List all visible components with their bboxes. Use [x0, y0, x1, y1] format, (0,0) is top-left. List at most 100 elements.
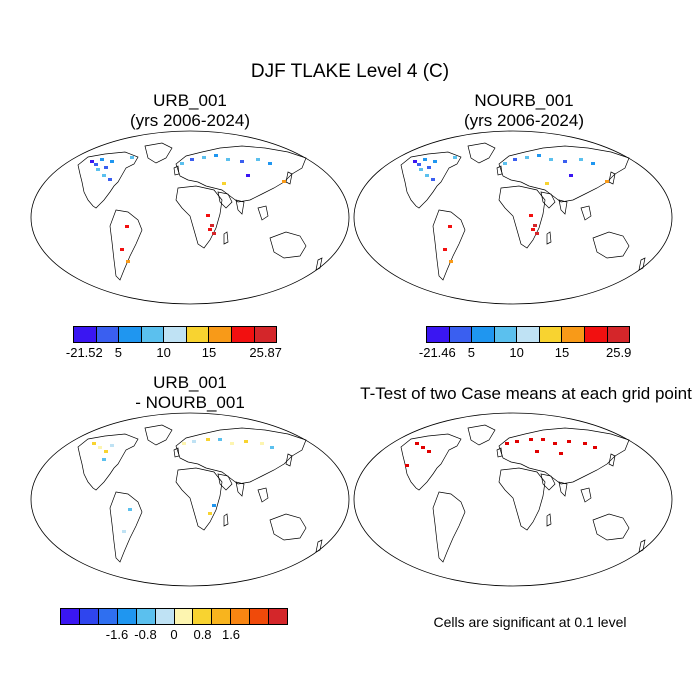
- lake-cell: [569, 174, 573, 177]
- coastline: [144, 424, 173, 446]
- lake-cell: [423, 158, 427, 161]
- main-title: DJF TLAKE Level 4 (C): [250, 61, 450, 82]
- map-ttest: [353, 412, 673, 587]
- lake-cell: [591, 162, 595, 165]
- coastline: [580, 487, 592, 503]
- lake-cell: [102, 458, 106, 461]
- coastline: [608, 171, 616, 185]
- panel-title-line2: (yrs 2006-2024): [129, 111, 250, 130]
- colorbar-tick-label: 10: [156, 345, 171, 360]
- lake-cell: [226, 158, 230, 161]
- panel-title-line1: URB_001: [153, 373, 227, 392]
- lake-cell: [206, 438, 210, 441]
- significant-cell: [541, 438, 545, 441]
- colorbar-cell: [584, 327, 608, 342]
- lake-cell: [208, 228, 212, 231]
- significance-note: Cells are significant at 0.1 level: [433, 614, 627, 630]
- colorbar-cell: [174, 609, 194, 624]
- panel-title-line2: (yrs 2006-2024): [463, 111, 584, 130]
- lake-cell: [125, 225, 129, 228]
- lake-cell: [108, 178, 112, 181]
- colorbar-tick-label: 5: [114, 345, 122, 360]
- colorbar-tick-label: 1.6: [221, 627, 241, 642]
- coastline: [558, 481, 568, 497]
- map-border: [30, 130, 350, 305]
- colorbar-tick-label: 5: [467, 345, 475, 360]
- lake-cell: [453, 156, 457, 159]
- coastline: [467, 142, 496, 164]
- coastline: [498, 185, 546, 249]
- panel-title-urb: URB_001 (yrs 2006-2024): [30, 91, 350, 131]
- colorbar-tick-label: -0.8: [134, 627, 157, 642]
- coastline: [175, 427, 307, 485]
- colorbar-cell: [212, 609, 232, 624]
- coastline: [77, 433, 139, 491]
- colorbar-cell: [61, 609, 80, 624]
- map-border: [30, 412, 350, 587]
- lake-cell: [503, 162, 507, 165]
- coastline: [109, 209, 143, 281]
- colorbar-tick-label: -21.52: [65, 345, 103, 360]
- colorbar-cell: [209, 327, 232, 342]
- lake-cell: [104, 166, 108, 169]
- colorbar-difference: [60, 608, 288, 625]
- coastline: [580, 205, 592, 221]
- coastline: [285, 453, 293, 467]
- lake-cell: [192, 440, 196, 443]
- lake-cell: [605, 180, 609, 183]
- coastline: [173, 165, 180, 176]
- coastline: [498, 145, 630, 203]
- coastline: [608, 453, 616, 467]
- coastline: [235, 199, 245, 215]
- lake-cell: [545, 182, 549, 185]
- significant-cell: [427, 450, 431, 453]
- coastline: [638, 257, 646, 271]
- coastline: [257, 205, 269, 221]
- lake-cell: [417, 163, 421, 166]
- lake-cell: [212, 504, 216, 507]
- lake-cell: [525, 156, 529, 159]
- lake-cell: [128, 508, 132, 511]
- significant-cell: [515, 440, 519, 443]
- map-border: [353, 412, 673, 587]
- colorbar-tick-label: -1.6: [105, 627, 129, 642]
- lake-cell: [535, 232, 539, 235]
- lake-cell: [443, 248, 447, 251]
- lake-cell: [449, 260, 453, 263]
- coastline: [540, 191, 556, 209]
- coastline: [558, 199, 568, 215]
- colorbar-cell: [155, 609, 175, 624]
- significant-cell: [535, 450, 539, 453]
- coastline: [144, 142, 173, 164]
- colorbar-tick-label: -21.46: [418, 345, 456, 360]
- lake-cell: [246, 174, 250, 177]
- coastline: [223, 231, 229, 245]
- lake-cell: [448, 225, 452, 228]
- significant-cell: [405, 464, 409, 467]
- colorbar-cell: [231, 609, 251, 624]
- lake-cell: [90, 160, 94, 163]
- map-urb: [30, 130, 350, 305]
- lake-cell: [244, 440, 248, 443]
- lake-cell: [96, 168, 100, 171]
- coastline: [546, 513, 552, 527]
- colorbar-cell: [254, 327, 277, 342]
- colorbar-tick-label: 15: [554, 345, 570, 360]
- colorbar-cell: [427, 327, 450, 342]
- lake-cell: [222, 182, 226, 185]
- colorbar-cell: [517, 327, 540, 342]
- lake-cell: [110, 444, 114, 447]
- lake-cell: [537, 154, 541, 157]
- map-nourb: [353, 130, 673, 305]
- coastline: [592, 513, 630, 541]
- lake-cell: [270, 446, 274, 449]
- coastline: [432, 491, 466, 563]
- lake-cell: [208, 512, 212, 515]
- map-border: [353, 130, 673, 305]
- colorbar-cell: [164, 327, 187, 342]
- coastline: [498, 427, 630, 485]
- panel-title-difference: URB_001 - NOURB_001: [30, 373, 350, 413]
- lake-cell: [260, 442, 264, 445]
- lake-cell: [427, 166, 431, 169]
- colorbar-cell: [141, 327, 165, 342]
